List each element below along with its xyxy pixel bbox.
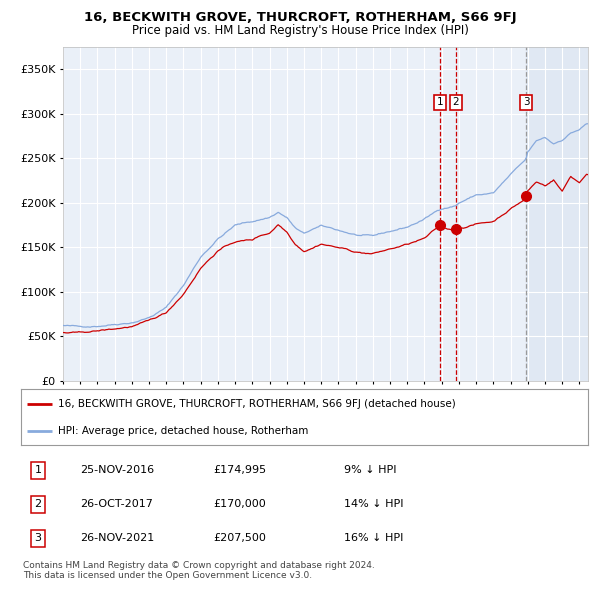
Text: HPI: Average price, detached house, Rotherham: HPI: Average price, detached house, Roth… <box>58 426 308 436</box>
Text: £174,995: £174,995 <box>214 466 267 476</box>
Text: Contains HM Land Registry data © Crown copyright and database right 2024.
This d: Contains HM Land Registry data © Crown c… <box>23 560 374 580</box>
Text: 3: 3 <box>523 97 529 107</box>
Text: 2: 2 <box>452 97 459 107</box>
Text: £207,500: £207,500 <box>214 533 266 543</box>
Text: 2: 2 <box>34 500 41 509</box>
Text: 16, BECKWITH GROVE, THURCROFT, ROTHERHAM, S66 9FJ: 16, BECKWITH GROVE, THURCROFT, ROTHERHAM… <box>83 11 517 24</box>
Text: 9% ↓ HPI: 9% ↓ HPI <box>344 466 397 476</box>
Text: 25-NOV-2016: 25-NOV-2016 <box>80 466 155 476</box>
Text: 1: 1 <box>35 466 41 476</box>
Text: 26-NOV-2021: 26-NOV-2021 <box>80 533 155 543</box>
Text: 16% ↓ HPI: 16% ↓ HPI <box>344 533 404 543</box>
Text: £170,000: £170,000 <box>214 500 266 509</box>
Bar <box>526 47 588 381</box>
Text: 3: 3 <box>35 533 41 543</box>
Text: 1: 1 <box>437 97 443 107</box>
Text: 26-OCT-2017: 26-OCT-2017 <box>80 500 154 509</box>
Text: 14% ↓ HPI: 14% ↓ HPI <box>344 500 404 509</box>
Text: Price paid vs. HM Land Registry's House Price Index (HPI): Price paid vs. HM Land Registry's House … <box>131 24 469 37</box>
Text: 16, BECKWITH GROVE, THURCROFT, ROTHERHAM, S66 9FJ (detached house): 16, BECKWITH GROVE, THURCROFT, ROTHERHAM… <box>58 399 455 409</box>
